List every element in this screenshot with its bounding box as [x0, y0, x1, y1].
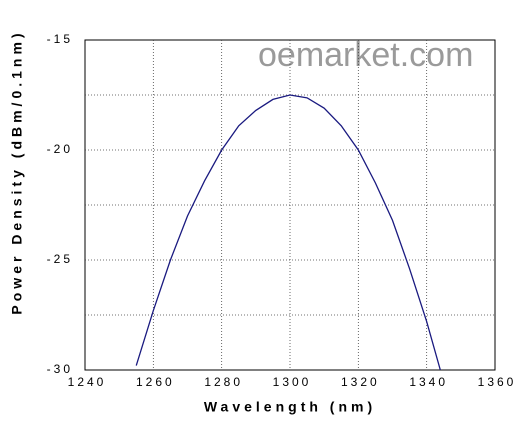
- x-tick-label: 1300: [273, 375, 312, 389]
- x-tick-label: 1340: [409, 375, 448, 389]
- y-axis-title: Power Density (dBm/0.1nm): [9, 29, 25, 314]
- y-tick-label: -30: [47, 362, 73, 376]
- y-tick-label: -25: [47, 252, 73, 266]
- x-tick-label: 1240: [68, 375, 107, 389]
- data-line: [135, 94, 441, 370]
- watermark: oemarket.com: [258, 36, 473, 74]
- x-axis-title: Wavelength (nm): [204, 399, 376, 415]
- y-tick-label: -15: [47, 32, 73, 46]
- x-tick-label: 1360: [478, 375, 517, 389]
- x-tick-label: 1280: [204, 375, 243, 389]
- x-tick-label: 1320: [341, 375, 380, 389]
- y-tick-label: -20: [47, 142, 73, 156]
- x-tick-label: 1260: [136, 375, 175, 389]
